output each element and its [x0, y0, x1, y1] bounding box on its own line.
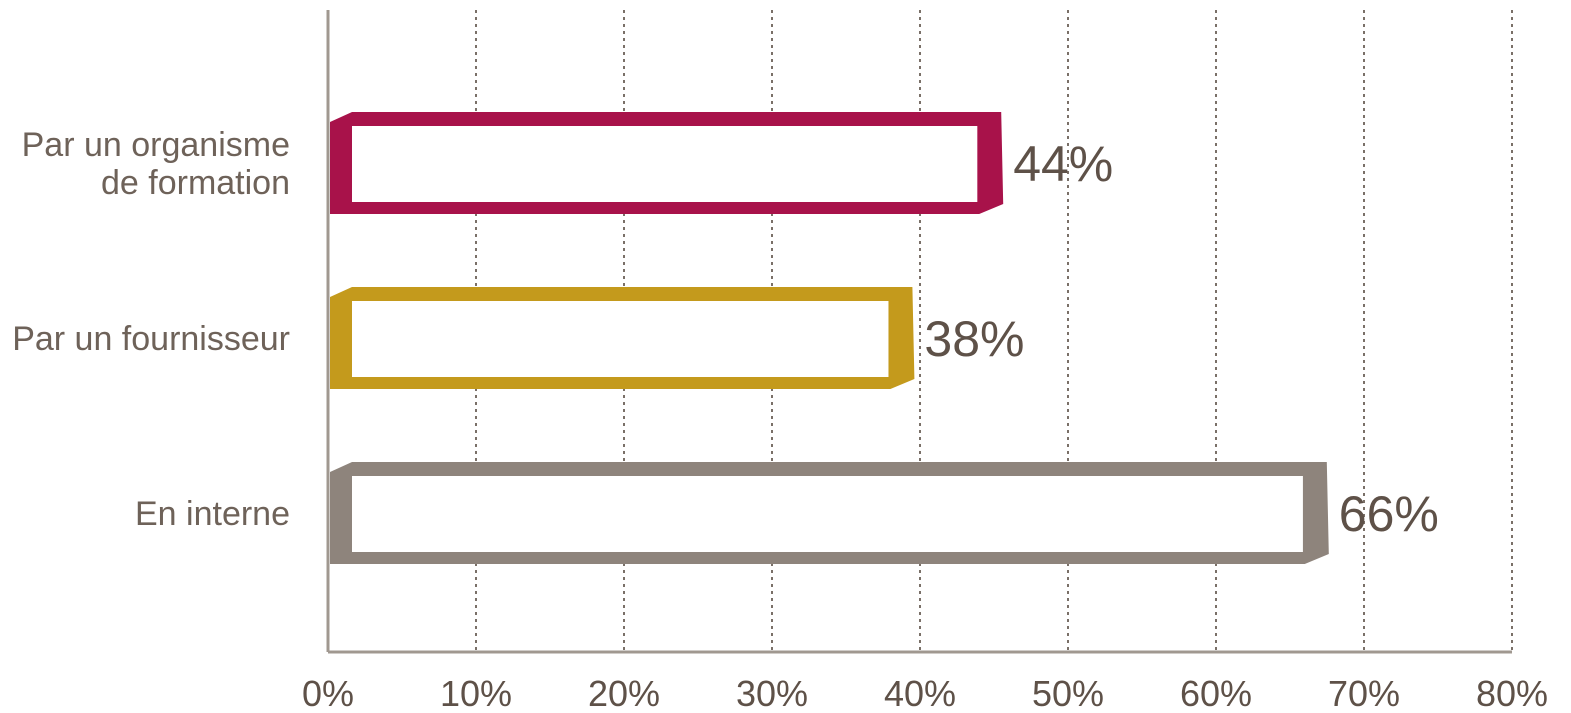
- bar: [330, 287, 915, 389]
- bar-inner: [352, 301, 889, 377]
- value-labels: 44% 38% 66%: [924, 136, 1438, 542]
- category-labels: Par un organisme de formation Par un fourn…: [12, 126, 290, 533]
- bar-inner: [352, 126, 978, 202]
- x-tick-label: 10%: [440, 673, 512, 713]
- bar-value-label: 66%: [1339, 486, 1439, 542]
- bar-value-label: 44%: [1013, 136, 1113, 192]
- bars: [330, 112, 1329, 564]
- category-label: Par un fournisseur: [12, 320, 290, 358]
- category-label: En interne: [135, 495, 290, 533]
- x-tick-label: 80%: [1476, 673, 1548, 713]
- bar-value-label: 38%: [924, 311, 1024, 367]
- bar-frame: [330, 112, 1004, 214]
- x-tick-label: 0%: [302, 673, 354, 713]
- x-tick-label: 40%: [884, 673, 956, 713]
- x-tick-label: 50%: [1032, 673, 1104, 713]
- bar-inner: [352, 476, 1303, 552]
- x-tick-label: 20%: [588, 673, 660, 713]
- x-tick-label: 30%: [736, 673, 808, 713]
- x-tick-label: 70%: [1328, 673, 1400, 713]
- bar: [330, 462, 1329, 564]
- bar-frame: [330, 462, 1329, 564]
- axes: [326, 10, 1512, 654]
- x-tick-labels: 0% 10% 20% 30% 40% 50% 60% 70% 80%: [302, 673, 1548, 713]
- x-tick-label: 60%: [1180, 673, 1252, 713]
- category-label: Par un organisme de formation: [22, 126, 290, 202]
- bar-frame: [330, 287, 915, 389]
- bar: [330, 112, 1004, 214]
